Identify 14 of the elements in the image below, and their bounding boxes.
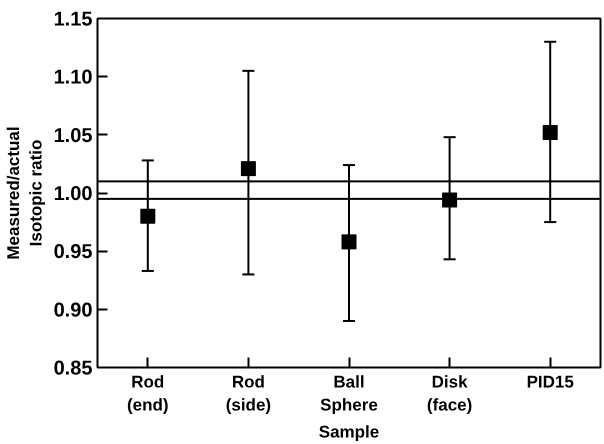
- x-axis-title: Sample: [318, 422, 380, 442]
- y-tick-label: 1.00: [54, 183, 93, 205]
- y-tick-label: 1.15: [54, 8, 93, 30]
- y-tick-label: 1.10: [54, 66, 93, 89]
- y-tick-label: 0.85: [54, 358, 93, 380]
- x-tick-label: Ball Sphere: [320, 372, 378, 414]
- y-tick-label: 0.90: [54, 299, 93, 322]
- y-tick-label: 1.05: [54, 124, 93, 147]
- x-tick-label: PID15: [526, 372, 574, 392]
- x-tick-label: Disk (face): [426, 372, 472, 414]
- x-tick-label: Rod (side): [226, 372, 272, 414]
- x-tick-label: Rod (end): [127, 372, 169, 414]
- y-axis-title: Measured/actual Isotopic ratio: [4, 126, 46, 260]
- y-tick-label: 0.95: [54, 241, 93, 264]
